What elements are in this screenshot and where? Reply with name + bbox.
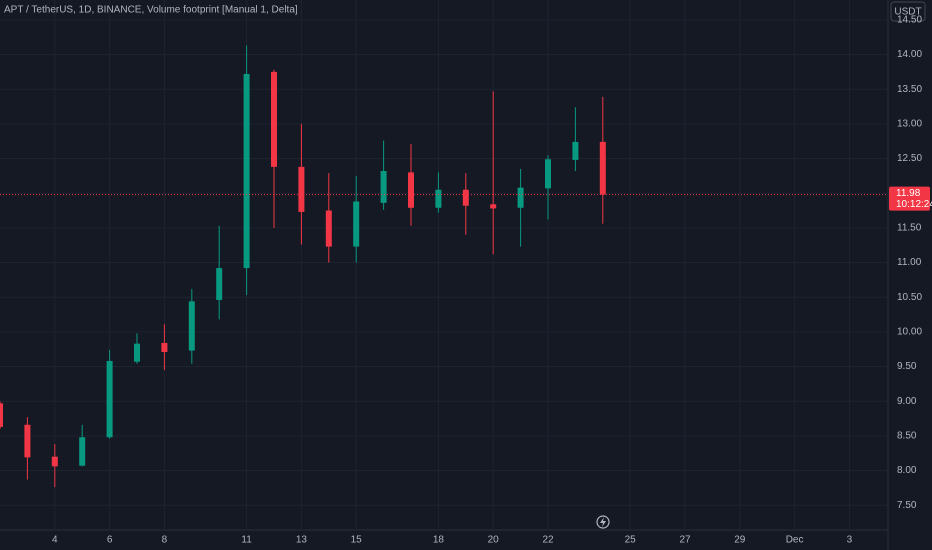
y-tick-label: 9.00 xyxy=(897,396,917,407)
candle-body xyxy=(106,360,113,438)
candle-body xyxy=(51,456,58,467)
currency-button[interactable] xyxy=(890,1,926,22)
candle-body xyxy=(572,141,579,160)
y-tick-label: 9.50 xyxy=(897,361,917,372)
candle-body xyxy=(298,166,305,212)
candle-body xyxy=(0,403,3,427)
x-tick-label: 13 xyxy=(296,535,308,546)
x-tick-label: 25 xyxy=(625,535,637,546)
candles xyxy=(0,45,606,488)
x-tick-label: 22 xyxy=(542,535,554,546)
y-tick-label: 11.00 xyxy=(897,257,922,268)
candle-body xyxy=(517,187,524,208)
candle-body xyxy=(134,343,140,362)
y-tick-label: 13.00 xyxy=(897,119,922,130)
candle-body xyxy=(188,301,195,351)
candle-body xyxy=(271,71,277,167)
candle-body xyxy=(490,204,497,209)
candle-body xyxy=(353,201,360,247)
x-tick-label: 8 xyxy=(162,535,168,546)
countdown: 10:12:24 xyxy=(896,199,932,210)
y-tick-label: 11.50 xyxy=(897,223,922,234)
grid xyxy=(0,0,888,530)
x-tick-label: 4 xyxy=(52,535,58,546)
y-tick-label: 14.50 xyxy=(897,15,922,26)
candle-body xyxy=(243,73,250,269)
x-tick-label: 15 xyxy=(351,535,363,546)
candle-body xyxy=(435,189,442,208)
y-tick-label: 7.50 xyxy=(897,500,917,511)
candle-body xyxy=(380,171,387,203)
candle-body xyxy=(161,342,168,352)
x-tick-label: 6 xyxy=(107,535,113,546)
y-tick-label: 12.50 xyxy=(897,153,922,164)
x-tick-label: 29 xyxy=(734,535,746,546)
chart-title: APT / TetherUS, 1D, BINANCE, Volume foot… xyxy=(4,5,298,16)
lightning-icon[interactable] xyxy=(596,515,610,529)
candle-body xyxy=(325,210,332,247)
y-tick-label: 8.50 xyxy=(897,431,917,442)
x-tick-label: 27 xyxy=(679,535,691,546)
candle-body xyxy=(545,159,551,189)
last-price-label: 11.98 xyxy=(896,188,921,199)
last-price-box xyxy=(889,186,930,211)
candle-body xyxy=(79,437,86,466)
x-tick-label: 3 xyxy=(847,535,853,546)
y-tick-label: 13.50 xyxy=(897,84,922,95)
candle-body xyxy=(24,424,31,458)
y-tick-label: 10.50 xyxy=(897,292,922,303)
x-tick-label: 20 xyxy=(488,535,500,546)
x-tick-label: 18 xyxy=(433,535,445,546)
candle-body xyxy=(408,172,414,208)
x-tick-label: 11 xyxy=(241,535,252,546)
y-tick-label: 8.00 xyxy=(897,465,917,476)
candle-body xyxy=(216,268,223,300)
currency-label[interactable]: USDT xyxy=(894,7,921,18)
candle-body xyxy=(462,189,469,206)
x-tick-label: Dec xyxy=(786,535,804,546)
candle-body xyxy=(599,141,606,195)
y-tick-label: 14.00 xyxy=(897,49,922,60)
y-tick-label: 10.00 xyxy=(897,327,922,338)
